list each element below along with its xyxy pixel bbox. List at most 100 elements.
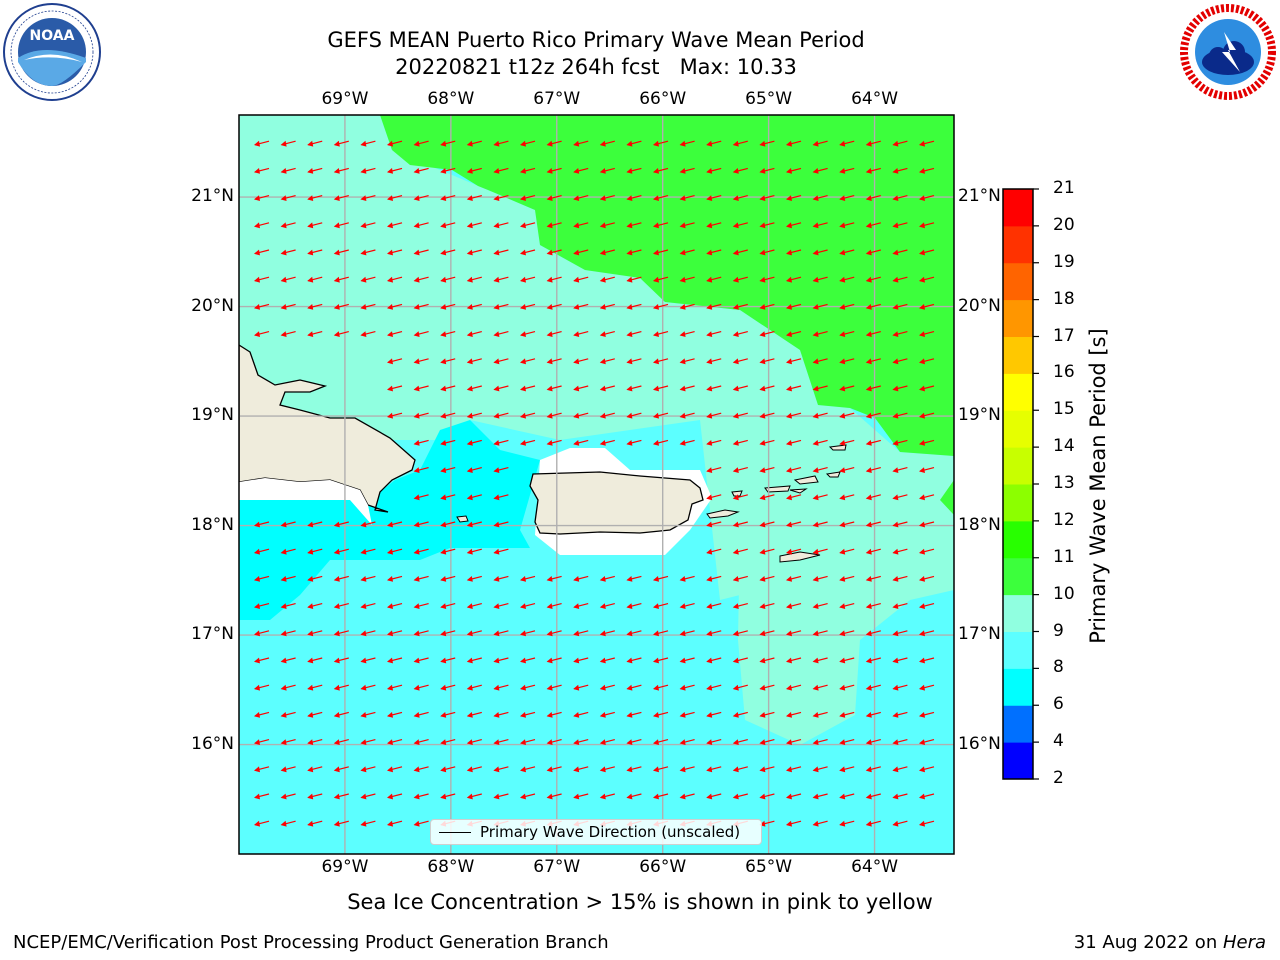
wave-arrow	[333, 195, 349, 201]
wave-arrow	[865, 331, 881, 337]
wave-arrow	[520, 711, 536, 718]
wave-arrow	[333, 793, 349, 800]
wave-arrow	[706, 603, 722, 609]
wave-arrow	[413, 603, 429, 609]
wave-arrow	[706, 249, 722, 256]
wave-arrow	[254, 820, 270, 827]
wave-arrow	[812, 195, 828, 201]
wave-arrow	[679, 657, 695, 664]
lon-tick-label: 66°W	[639, 89, 687, 109]
wave-arrow	[812, 793, 828, 800]
wave-arrow	[493, 711, 509, 718]
colorbar-segment	[1003, 447, 1033, 485]
colorbar-tick-label: 18	[1053, 288, 1075, 309]
wave-arrow	[466, 548, 482, 555]
wave-arrow	[653, 303, 669, 310]
wave-arrow	[865, 521, 881, 528]
wave-arrow	[732, 412, 748, 419]
wave-arrow	[865, 711, 881, 718]
wave-arrow	[546, 276, 562, 283]
wave-arrow	[413, 303, 429, 310]
wave-arrow	[706, 222, 722, 229]
wave-arrow	[919, 657, 935, 664]
wave-arrow	[466, 575, 482, 582]
wave-arrow	[865, 195, 881, 201]
wave-arrow	[599, 358, 615, 365]
wave-arrow	[653, 739, 669, 745]
colorbar-tick-label: 15	[1053, 399, 1075, 420]
wave-arrow	[839, 331, 855, 337]
wave-arrow	[786, 766, 802, 773]
wave-arrow	[493, 739, 509, 745]
wave-arrow	[520, 249, 536, 256]
wave-arrow	[493, 222, 509, 229]
colorbar-tick-label: 10	[1053, 583, 1075, 604]
wave-arrow	[280, 195, 296, 201]
wave-arrow	[599, 249, 615, 256]
wave-arrow	[812, 439, 828, 446]
wave-direction-arrows	[254, 140, 935, 827]
lat-tick-label: 21°N	[958, 186, 1001, 207]
wave-arrow	[626, 439, 642, 446]
wave-arrow	[387, 575, 403, 582]
wave-arrow	[839, 303, 855, 310]
land-virgin-islands	[764, 475, 819, 494]
wave-arrow	[307, 684, 323, 691]
wave-arrow	[254, 140, 270, 147]
wave-arrow	[865, 358, 881, 365]
wave-arrow	[387, 793, 403, 800]
wave-arrow	[413, 412, 429, 419]
wave-arrow	[280, 140, 296, 147]
wave-arrow	[812, 385, 828, 392]
wave-arrow	[812, 467, 828, 473]
wave-arrow	[280, 766, 296, 773]
wave-arrow	[307, 303, 323, 310]
colorbar-segment	[1003, 484, 1033, 522]
wave-arrow	[812, 739, 828, 745]
wave-arrow	[466, 167, 482, 174]
wave-arrow	[812, 657, 828, 664]
noaa-logo: NOAA	[3, 3, 101, 101]
wave-arrow	[360, 195, 376, 201]
wave-arrow	[626, 140, 642, 147]
wave-arrow	[333, 657, 349, 664]
wave-arrow	[759, 222, 775, 229]
wave-arrow	[706, 195, 722, 201]
wave-arrow	[387, 385, 403, 392]
wave-arrow	[254, 603, 270, 609]
wave-arrow	[759, 303, 775, 310]
wave-arrow	[892, 657, 908, 664]
wave-arrow	[546, 222, 562, 229]
lon-tick-label: 69°W	[321, 857, 369, 877]
colorbar-segment	[1003, 557, 1033, 596]
lat-tick-label: 16°N	[958, 733, 1001, 754]
wave-arrow	[493, 276, 509, 283]
wave-arrow	[387, 303, 403, 310]
legend: Primary Wave Direction (unscaled)	[430, 819, 762, 845]
wave-arrow	[333, 140, 349, 147]
wave-arrow	[839, 548, 855, 555]
wave-arrow	[919, 276, 935, 283]
wave-arrow	[280, 603, 296, 609]
wave-arrow	[280, 630, 296, 637]
wave-arrow	[493, 195, 509, 201]
wave-arrow	[493, 358, 509, 365]
wave-arrow	[919, 358, 935, 365]
wave-arrow	[573, 739, 589, 745]
wave-arrow	[254, 711, 270, 718]
wave-arrow	[732, 467, 748, 473]
wave-arrow	[546, 331, 562, 337]
wave-arrow	[387, 521, 403, 528]
wave-arrow	[599, 684, 615, 691]
lon-tick-label: 67°W	[533, 89, 581, 109]
wave-arrow	[466, 684, 482, 691]
wave-arrow	[307, 630, 323, 637]
wave-arrow	[653, 276, 669, 283]
wave-arrow	[493, 385, 509, 392]
wave-arrow	[679, 331, 695, 337]
wave-arrow	[280, 739, 296, 745]
wave-arrow	[413, 195, 429, 201]
wave-arrow	[254, 793, 270, 800]
wave-arrow	[786, 412, 802, 419]
wave-arrow	[599, 167, 615, 174]
